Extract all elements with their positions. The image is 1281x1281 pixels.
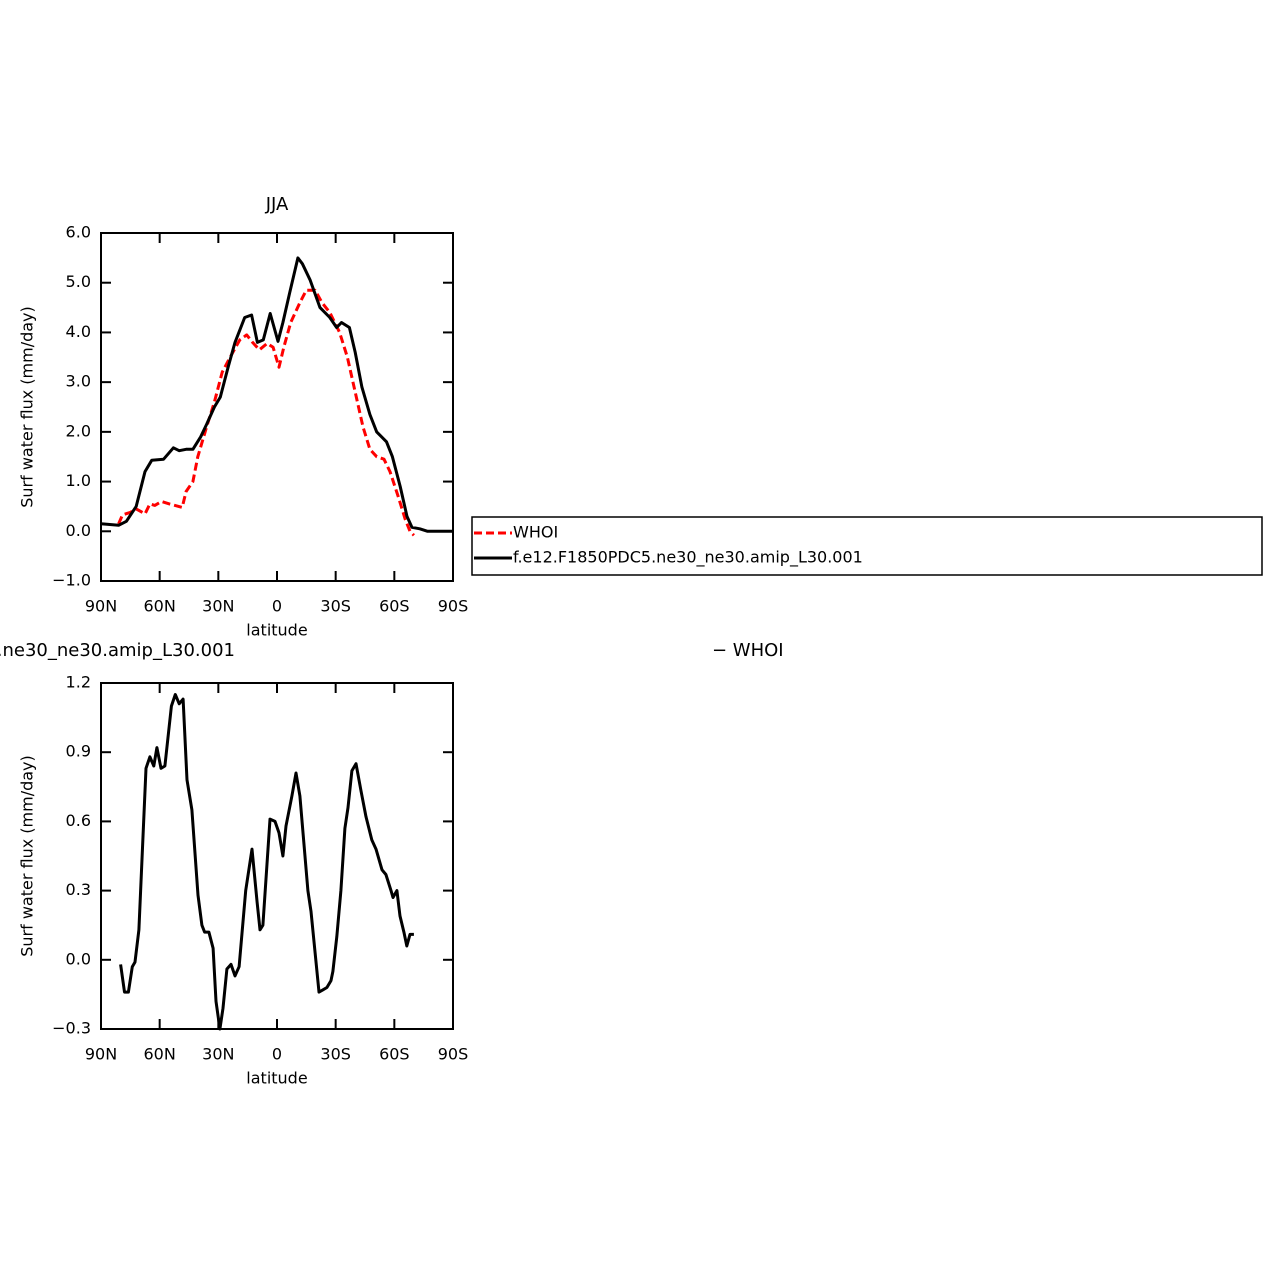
x-tick-label: 90N: [85, 597, 117, 616]
x-tick-label: 60S: [379, 597, 410, 616]
legend-label: WHOI: [513, 523, 558, 542]
x-tick-label: 30S: [320, 1045, 351, 1064]
legend-box: [471, 516, 1263, 576]
y-tick-label: 3.0: [66, 372, 91, 391]
y-tick-label: 4.0: [66, 322, 91, 341]
x-tick-label: 30N: [202, 597, 234, 616]
chart-title: JJA: [265, 194, 289, 215]
y-tick-label: 0.9: [66, 742, 91, 761]
y-axis-label: Surf water flux (mm/day): [18, 755, 37, 957]
x-tick-label: 60N: [144, 1045, 176, 1064]
plot-frame: [100, 682, 454, 1030]
y-tick-label: −1.0: [52, 571, 91, 590]
y-tick-label: 2.0: [66, 421, 91, 440]
x-tick-label: 0: [272, 1045, 282, 1064]
y-tick-label: 1.2: [66, 673, 91, 692]
x-tick-label: 0: [272, 597, 282, 616]
x-tick-label: 60N: [144, 597, 176, 616]
y-tick-label: 0.6: [66, 811, 91, 830]
x-tick-label: 90N: [85, 1045, 117, 1064]
y-tick-label: 6.0: [66, 223, 91, 242]
x-tick-label: 30S: [320, 597, 351, 616]
x-tick-label: 60S: [379, 1045, 410, 1064]
x-axis-label: latitude: [246, 1069, 307, 1088]
y-tick-label: 0.0: [66, 521, 91, 540]
chart-subtitle: − WHOI: [712, 640, 784, 661]
data-line: [119, 693, 414, 1031]
y-tick-label: 0.3: [66, 880, 91, 899]
x-tick-label: 90S: [438, 1045, 469, 1064]
x-tick-label: 90S: [438, 597, 469, 616]
y-tick-label: −0.3: [52, 1019, 91, 1038]
y-tick-label: 5.0: [66, 272, 91, 291]
y-tick-label: 1.0: [66, 471, 91, 490]
x-axis-label: latitude: [246, 621, 307, 640]
y-tick-label: 0.0: [66, 949, 91, 968]
x-tick-label: 30N: [202, 1045, 234, 1064]
y-axis-label: Surf water flux (mm/day): [18, 306, 37, 508]
data-line: [100, 256, 453, 533]
chart-title: f.e12.F1850PDC5.ne30_ne30.amip_L30.001: [0, 640, 235, 661]
legend-label: f.e12.F1850PDC5.ne30_ne30.amip_L30.001: [513, 548, 863, 568]
plot-frame: [100, 232, 454, 582]
